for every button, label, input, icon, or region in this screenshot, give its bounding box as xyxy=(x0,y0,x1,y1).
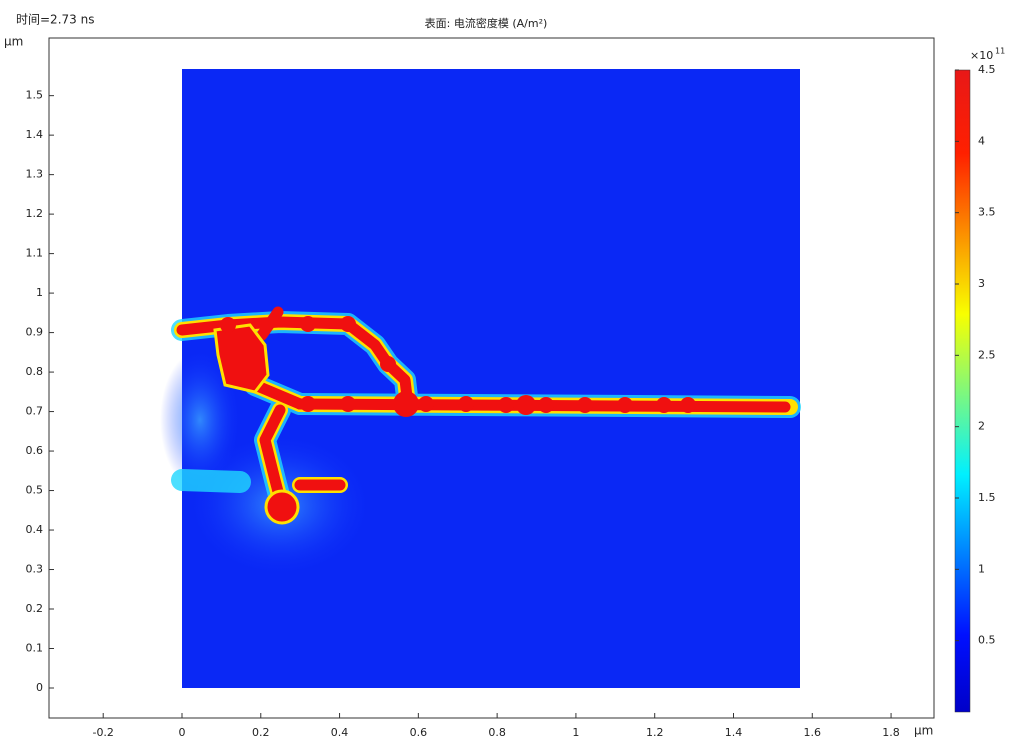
y-tick-label: 0.5 xyxy=(26,484,44,497)
field xyxy=(160,69,801,688)
colorbar-tick-label: 4 xyxy=(978,134,985,147)
y-tick-label: 1.4 xyxy=(26,128,44,141)
y-unit: μm xyxy=(4,35,23,49)
y-tick-label: 1.5 xyxy=(26,89,44,102)
y-tick-label: 0.3 xyxy=(26,563,44,576)
colorbar-tick-label: 2.5 xyxy=(978,348,996,361)
x-tick-label: 1.6 xyxy=(804,726,822,739)
colorbar-tick-label: 4.5 xyxy=(978,63,996,76)
y-tick-label: 0.1 xyxy=(26,641,44,654)
y-tick-label: 0.9 xyxy=(26,326,44,339)
chart-title: 表面: 电流密度模 (A/m²) xyxy=(425,16,548,30)
colorbar-exponent: 11 xyxy=(995,47,1005,56)
y-tick-label: 0.2 xyxy=(26,602,44,615)
y-tick-label: 1 xyxy=(36,286,43,299)
y-tick-label: 0.6 xyxy=(26,444,44,457)
hotspots xyxy=(213,316,696,525)
y-tick-label: 1.1 xyxy=(26,247,44,260)
x-tick-label: 0 xyxy=(178,726,185,739)
y-tick-label: 0.7 xyxy=(26,405,44,418)
x-unit: μm xyxy=(914,724,933,738)
time-label: 时间=2.73 ns xyxy=(16,13,94,27)
axes-frame xyxy=(48,37,935,719)
x-tick-label: 1.2 xyxy=(646,726,664,739)
colorbar xyxy=(954,69,971,713)
domain xyxy=(182,69,800,688)
halo xyxy=(160,350,240,490)
colorbar-tick-label: 3.5 xyxy=(978,206,996,219)
y-tick-label: 0.4 xyxy=(26,523,44,536)
y-tick-label: 1.3 xyxy=(26,168,44,181)
y-tick-label: 0 xyxy=(36,681,43,694)
colorbar-tick-label: 1 xyxy=(978,562,985,575)
y-tick-label: 0.8 xyxy=(26,365,44,378)
colorbar-tick-label: 1.5 xyxy=(978,491,996,504)
colorbar-tick-label: 2 xyxy=(978,420,985,433)
x-tick-label: 0.2 xyxy=(252,726,270,739)
x-tick-label: -0.2 xyxy=(92,726,113,739)
colorbar-tick-label: 3 xyxy=(978,277,985,290)
x-tick-label: 0.6 xyxy=(410,726,428,739)
colorbar-multiplier: ×10 xyxy=(970,49,993,62)
x-tick-label: 1 xyxy=(572,726,579,739)
x-tick-label: 1.8 xyxy=(882,726,900,739)
y-tick-label: 1.2 xyxy=(26,207,44,220)
x-tick-label: 0.8 xyxy=(488,726,506,739)
x-tick-label: 1.4 xyxy=(725,726,743,739)
colorbar-tick-label: 0.5 xyxy=(978,634,996,647)
x-tick-label: 0.4 xyxy=(331,726,349,739)
